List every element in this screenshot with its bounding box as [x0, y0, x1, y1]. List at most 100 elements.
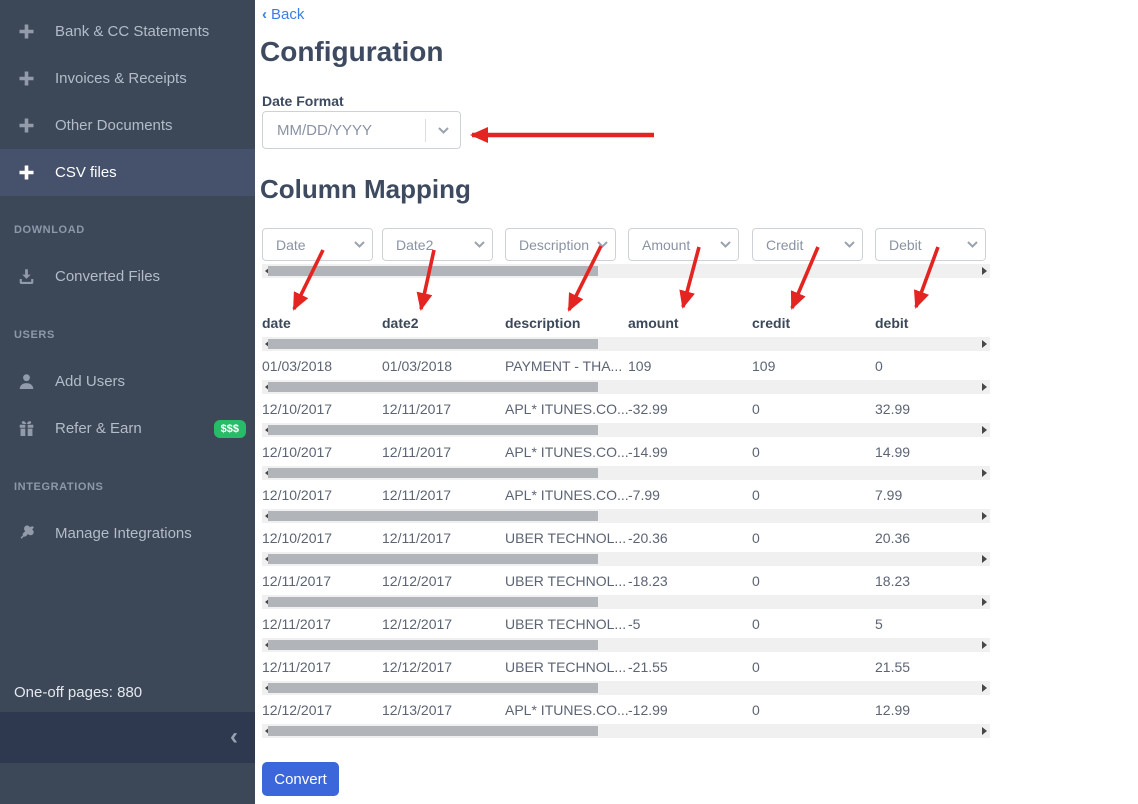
convert-button[interactable]: Convert — [262, 762, 339, 796]
scroll-right-arrow-icon[interactable] — [982, 684, 987, 692]
sidebar-item-label: Invoices & Receipts — [55, 70, 187, 87]
table-cell: 0 — [752, 487, 760, 503]
table-cell: 12/11/2017 — [382, 487, 451, 503]
column-select-amount[interactable]: Amount — [628, 228, 739, 261]
scrollbar-thumb[interactable] — [268, 726, 598, 736]
scrollbar-thumb[interactable] — [268, 382, 598, 392]
table-cell: UBER TECHNOL... — [505, 659, 626, 675]
table-cell: 0 — [875, 358, 883, 374]
table-cell: 20.36 — [875, 530, 910, 546]
scrollbar-thumb[interactable] — [268, 266, 598, 276]
column-select-date[interactable]: Date — [262, 228, 373, 261]
table-row: 12/10/201712/11/2017APL* ITUNES.CO...-7.… — [262, 480, 990, 509]
sidebar-item-other-documents[interactable]: Other Documents — [0, 102, 255, 149]
table-row: 12/11/201712/12/2017UBER TECHNOL...-21.5… — [262, 652, 990, 681]
horizontal-scrollbar[interactable] — [262, 681, 990, 695]
scroll-right-arrow-icon[interactable] — [982, 641, 987, 649]
column-select-credit[interactable]: Credit — [752, 228, 863, 261]
table-header-credit: credit — [752, 315, 790, 331]
scroll-right-arrow-icon[interactable] — [982, 383, 987, 391]
sidebar-item-bank-cc-statements[interactable]: Bank & CC Statements — [0, 8, 255, 55]
scroll-right-arrow-icon[interactable] — [982, 555, 987, 563]
sidebar-item-csv-files[interactable]: CSV files — [0, 149, 255, 196]
preview-table: datedate2descriptionamountcreditdebit01/… — [262, 314, 990, 738]
scrollbar-thumb[interactable] — [268, 554, 598, 564]
table-cell: 12/12/2017 — [262, 702, 332, 718]
horizontal-scrollbar[interactable] — [262, 595, 990, 609]
horizontal-scrollbar[interactable] — [262, 509, 990, 523]
chevron-down-icon — [959, 229, 985, 260]
horizontal-scrollbar[interactable] — [262, 638, 990, 652]
sidebar-item-manage-integrations[interactable]: Manage Integrations — [0, 510, 255, 557]
column-select-description[interactable]: Description — [505, 228, 616, 261]
scrollbar-thumb[interactable] — [268, 597, 598, 607]
scroll-right-arrow-icon[interactable] — [982, 727, 987, 735]
table-cell: 12/10/2017 — [262, 444, 332, 460]
scrollbar-thumb[interactable] — [268, 468, 598, 478]
table-cell: APL* ITUNES.CO... — [505, 702, 629, 718]
table-cell: 12/12/2017 — [382, 659, 452, 675]
horizontal-scrollbar[interactable] — [262, 466, 990, 480]
table-cell: -5 — [628, 616, 640, 632]
date-format-select[interactable]: MM/DD/YYYY — [262, 111, 461, 149]
sidebar-item-converted-files[interactable]: Converted Files — [0, 253, 255, 300]
table-header-description: description — [505, 315, 580, 331]
plus-icon — [18, 70, 35, 87]
table-cell: 18.23 — [875, 573, 910, 589]
table-cell: 12/11/2017 — [382, 530, 451, 546]
horizontal-scrollbar[interactable] — [262, 380, 990, 394]
one-off-pages-note: One-off pages: 880 — [14, 684, 142, 701]
column-select-date2[interactable]: Date2 — [382, 228, 493, 261]
table-cell: -18.23 — [628, 573, 668, 589]
scroll-right-arrow-icon[interactable] — [982, 426, 987, 434]
table-cell: 109 — [628, 358, 651, 374]
table-cell: 32.99 — [875, 401, 910, 417]
horizontal-scrollbar[interactable] — [262, 264, 990, 278]
scrollbar-thumb[interactable] — [268, 511, 598, 521]
table-cell: 01/03/2018 — [262, 358, 332, 374]
table-header-date: date — [262, 315, 291, 331]
chevron-down-icon — [589, 229, 615, 260]
back-link[interactable]: ‹Back — [262, 6, 304, 23]
table-header-debit: debit — [875, 315, 908, 331]
refer-earn-badge: $$$ — [214, 420, 246, 438]
chevron-down-icon — [466, 229, 492, 260]
sidebar-item-add-users[interactable]: Add Users — [0, 358, 255, 405]
table-cell: 12/12/2017 — [382, 573, 452, 589]
column-select-value: Amount — [642, 237, 712, 253]
scrollbar-thumb[interactable] — [268, 339, 598, 349]
chevron-down-icon — [836, 229, 862, 260]
sidebar-section-title-users: USERS — [14, 329, 55, 341]
horizontal-scrollbar[interactable] — [262, 552, 990, 566]
horizontal-scrollbar[interactable] — [262, 423, 990, 437]
chevron-down-icon — [426, 127, 460, 134]
column-mapping-title: Column Mapping — [260, 176, 471, 202]
table-cell: 21.55 — [875, 659, 910, 675]
table-header-date2: date2 — [382, 315, 419, 331]
table-cell: -7.99 — [628, 487, 660, 503]
table-cell: -20.36 — [628, 530, 668, 546]
collapse-sidebar-icon[interactable]: ‹ — [230, 720, 238, 754]
horizontal-scrollbar[interactable] — [262, 724, 990, 738]
scrollbar-thumb[interactable] — [268, 683, 598, 693]
scroll-right-arrow-icon[interactable] — [982, 469, 987, 477]
scrollbar-thumb[interactable] — [268, 425, 598, 435]
table-cell: PAYMENT - THA... — [505, 358, 622, 374]
horizontal-scrollbar[interactable] — [262, 337, 990, 351]
table-cell: 0 — [752, 401, 760, 417]
table-cell: 109 — [752, 358, 775, 374]
table-row: 01/03/201801/03/2018PAYMENT - THA...1091… — [262, 351, 990, 380]
sidebar-item-refer-earn[interactable]: Refer & Earn$$$ — [0, 405, 255, 452]
scroll-right-arrow-icon[interactable] — [982, 512, 987, 520]
column-select-debit[interactable]: Debit — [875, 228, 986, 261]
scroll-right-arrow-icon[interactable] — [982, 598, 987, 606]
download-icon — [18, 268, 35, 285]
sidebar-collapse-bar[interactable]: ‹ — [0, 712, 255, 763]
sidebar-item-invoices-receipts[interactable]: Invoices & Receipts — [0, 55, 255, 102]
scroll-right-arrow-icon[interactable] — [982, 267, 987, 275]
scrollbar-thumb[interactable] — [268, 640, 598, 650]
table-row: 12/11/201712/12/2017UBER TECHNOL...-505 — [262, 609, 990, 638]
table-row: 12/12/201712/13/2017APL* ITUNES.CO...-12… — [262, 695, 990, 724]
scroll-right-arrow-icon[interactable] — [982, 340, 987, 348]
table-cell: 12/12/2017 — [382, 616, 452, 632]
